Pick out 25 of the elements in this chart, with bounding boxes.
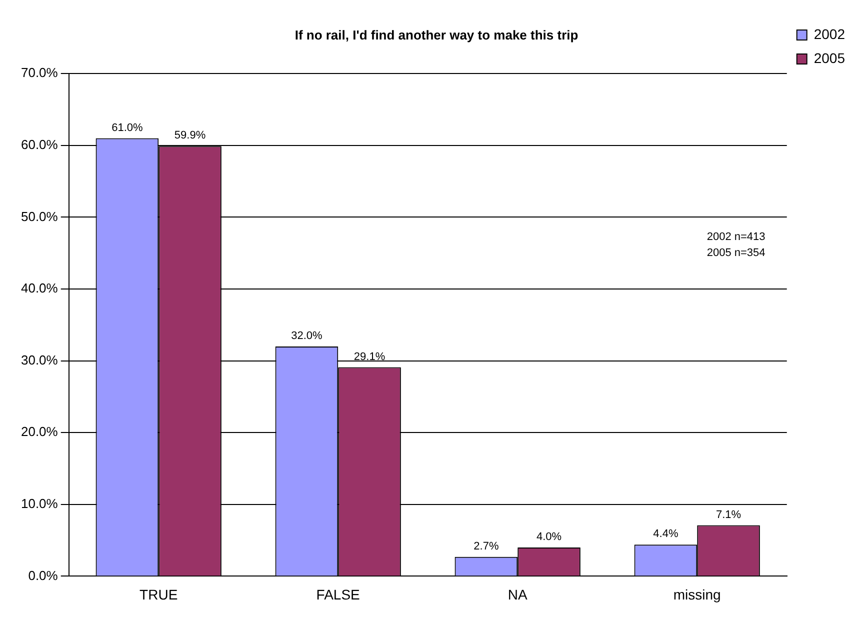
y-tick-label: 0.0% [28, 568, 58, 583]
data-label: 4.4% [653, 528, 678, 540]
legend-label: 2005 [814, 50, 846, 66]
x-tick-label: TRUE [140, 586, 178, 602]
y-tick-label: 50.0% [20, 208, 58, 224]
data-label: 2.7% [474, 540, 499, 552]
y-tick-label: 30.0% [20, 352, 58, 368]
y-tick-label: 10.0% [20, 496, 58, 511]
y-tick-label: 60.0% [20, 136, 58, 152]
chart-title: If no rail, I'd find another way to make this trip [294, 27, 578, 42]
data-label: 29.1% [354, 350, 386, 363]
x-tick-label: missing [673, 586, 721, 602]
data-label: 61.0% [112, 122, 144, 134]
annotation: 2002 n=413 [706, 231, 766, 244]
legend-label: 2002 [814, 26, 846, 42]
data-label: 59.9% [174, 130, 206, 142]
annotation: 2005 n=354 [706, 247, 766, 260]
data-label: 32.0% [291, 330, 323, 342]
y-tick-label: 20.0% [20, 424, 58, 440]
data-label: 7.1% [716, 508, 742, 521]
y-tick-label: 70.0% [20, 65, 58, 80]
x-tick-label: NA [508, 586, 528, 602]
y-tick-label: 40.0% [20, 280, 58, 296]
data-label: 4.0% [536, 531, 562, 544]
x-tick-label: FALSE [316, 586, 360, 602]
